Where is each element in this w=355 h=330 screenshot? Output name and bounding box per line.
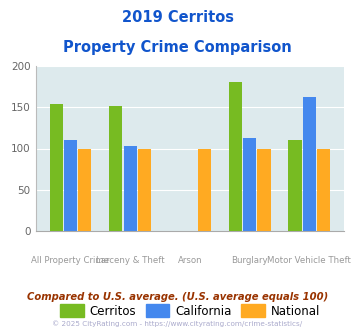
Text: © 2025 CityRating.com - https://www.cityrating.com/crime-statistics/: © 2025 CityRating.com - https://www.city… (53, 321, 302, 327)
Bar (124, 146, 137, 231)
Bar (78, 148, 91, 231)
Text: Burglary: Burglary (231, 256, 268, 265)
Bar (317, 148, 330, 231)
Bar (243, 138, 256, 231)
Text: All Property Crime: All Property Crime (31, 256, 109, 265)
Text: 2019 Cerritos: 2019 Cerritos (121, 10, 234, 25)
Bar (138, 148, 151, 231)
Text: Larceny & Theft: Larceny & Theft (96, 256, 164, 265)
Bar (50, 104, 63, 231)
Bar (64, 140, 77, 231)
Bar (229, 82, 242, 231)
Bar (109, 106, 122, 231)
Bar (198, 148, 211, 231)
Bar (257, 148, 271, 231)
Text: Motor Vehicle Theft: Motor Vehicle Theft (267, 256, 351, 265)
Legend: Cerritos, California, National: Cerritos, California, National (55, 300, 324, 322)
Text: Arson: Arson (178, 256, 202, 265)
Bar (289, 140, 302, 231)
Text: Compared to U.S. average. (U.S. average equals 100): Compared to U.S. average. (U.S. average … (27, 292, 328, 302)
Text: Property Crime Comparison: Property Crime Comparison (63, 40, 292, 54)
Bar (303, 96, 316, 231)
